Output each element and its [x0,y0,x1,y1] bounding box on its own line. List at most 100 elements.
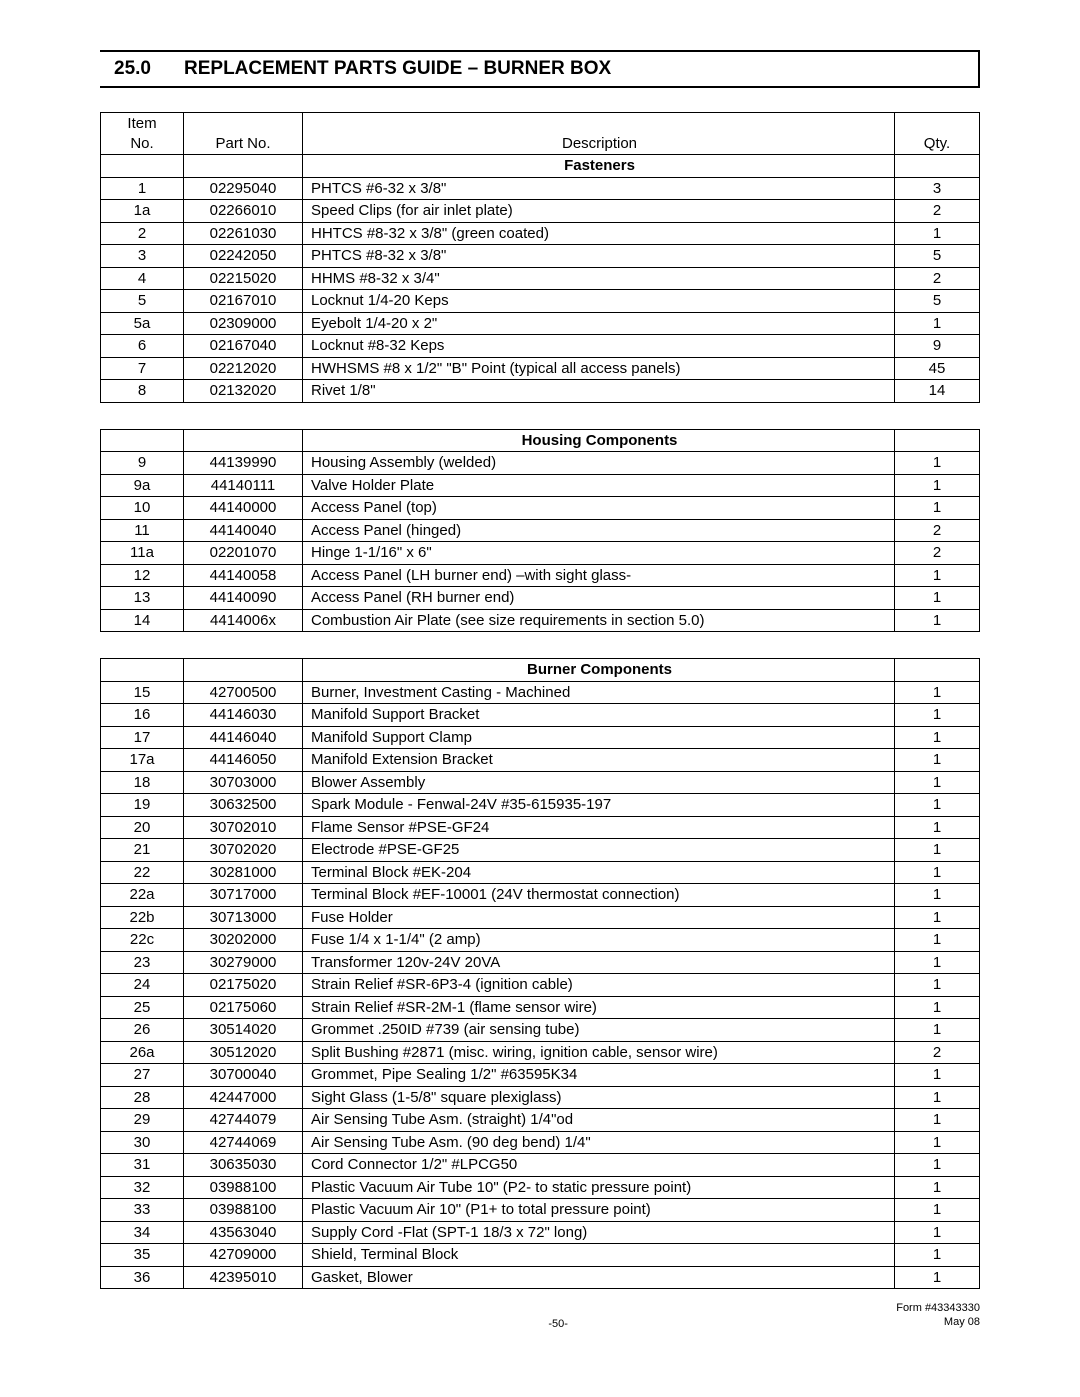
cell-item: 22a [101,884,184,907]
table-row: 11a02201070Hinge 1-1/16" x 6"2 [101,542,980,565]
cell-item: 16 [101,704,184,727]
cell-desc: Strain Relief #SR-2M-1 (flame sensor wir… [303,996,895,1019]
cell-part: 02212020 [184,357,303,380]
cell-item: 13 [101,587,184,610]
cell-item: 33 [101,1199,184,1222]
table-row: 144414006xCombustion Air Plate (see size… [101,609,980,632]
cell-item: 24 [101,974,184,997]
cell-part: 02175060 [184,996,303,1019]
cell-part: 44139990 [184,452,303,475]
table-row: 2402175020Strain Relief #SR-6P3-4 (ignit… [101,974,980,997]
cell-desc: Terminal Block #EF-10001 (24V thermostat… [303,884,895,907]
form-number: Form #43343330 [896,1301,980,1315]
cell-part: 02309000 [184,312,303,335]
cell-item: 15 [101,681,184,704]
cell-part: 4414006x [184,609,303,632]
cell-desc: Eyebolt 1/4-20 x 2" [303,312,895,335]
table-row: 2942744079Air Sensing Tube Asm. (straigh… [101,1109,980,1132]
cell-part: 44146040 [184,726,303,749]
cell-qty: 1 [895,794,980,817]
cell-item: 4 [101,267,184,290]
table-row: 22b30713000Fuse Holder1 [101,906,980,929]
cell-desc: Locknut 1/4-20 Keps [303,290,895,313]
cell-item: 1a [101,200,184,223]
table-row: 2230281000Terminal Block #EK-2041 [101,861,980,884]
cell-desc: Blower Assembly [303,771,895,794]
table-row: 3042744069Air Sensing Tube Asm. (90 deg … [101,1131,980,1154]
section-name: Housing Components [303,429,895,452]
cell-desc: Strain Relief #SR-6P3-4 (ignition cable) [303,974,895,997]
table-row: 1044140000Access Panel (top)1 [101,497,980,520]
table-row: 944139990Housing Assembly (welded)1 [101,452,980,475]
cell-part: 30635030 [184,1154,303,1177]
cell-part: 30702010 [184,816,303,839]
cell-part: 02295040 [184,177,303,200]
cell-part: 30702020 [184,839,303,862]
cell-desc: Hinge 1-1/16" x 6" [303,542,895,565]
cell-qty: 9 [895,335,980,358]
cell-part: 02266010 [184,200,303,223]
cell-qty: 2 [895,542,980,565]
table-cell [895,429,980,452]
cell-part: 02175020 [184,974,303,997]
cell-qty: 2 [895,519,980,542]
table-row: 9a44140111Valve Holder Plate1 [101,474,980,497]
cell-desc: PHTCS #8-32 x 3/8" [303,245,895,268]
cell-desc: Access Panel (RH burner end) [303,587,895,610]
cell-desc: Terminal Block #EK-204 [303,861,895,884]
table-row: 402215020HHMS #8-32 x 3/4"2 [101,267,980,290]
cell-item: 19 [101,794,184,817]
parts-table: Housing Components944139990Housing Assem… [100,429,980,633]
col-header-part: Part No. [184,113,303,155]
cell-item: 22 [101,861,184,884]
cell-qty: 1 [895,1244,980,1267]
cell-qty: 1 [895,1266,980,1289]
table-row: 802132020Rivet 1/8"14 [101,380,980,403]
cell-desc: Manifold Support Clamp [303,726,895,749]
cell-desc: Supply Cord -Flat (SPT-1 18/3 x 72" long… [303,1221,895,1244]
cell-qty: 1 [895,704,980,727]
table-row: 3303988100Plastic Vacuum Air 10" (P1+ to… [101,1199,980,1222]
table-row: 1930632500Spark Module - Fenwal-24V #35-… [101,794,980,817]
table-row: 702212020HWHSMS #8 x 1/2" "B" Point (typ… [101,357,980,380]
cell-part: 30703000 [184,771,303,794]
cell-qty: 5 [895,245,980,268]
cell-item: 21 [101,839,184,862]
cell-part: 30281000 [184,861,303,884]
cell-item: 22b [101,906,184,929]
cell-qty: 1 [895,974,980,997]
cell-desc: Access Panel (LH burner end) –with sight… [303,564,895,587]
cell-qty: 3 [895,177,980,200]
table-row: 5a02309000Eyebolt 1/4-20 x 2"1 [101,312,980,335]
cell-part: 02242050 [184,245,303,268]
cell-desc: Valve Holder Plate [303,474,895,497]
cell-desc: Fuse 1/4 x 1-1/4" (2 amp) [303,929,895,952]
page-footer: -50- Form #43343330 May 08 [100,1301,980,1330]
cell-desc: Split Bushing #2871 (misc. wiring, ignit… [303,1041,895,1064]
cell-part: 44140058 [184,564,303,587]
cell-qty: 2 [895,267,980,290]
cell-item: 36 [101,1266,184,1289]
cell-desc: Locknut #8-32 Keps [303,335,895,358]
table-row: 2630514020Grommet .250ID #739 (air sensi… [101,1019,980,1042]
cell-qty: 1 [895,1131,980,1154]
cell-desc: Access Panel (top) [303,497,895,520]
section-name: Burner Components [303,659,895,682]
cell-desc: Rivet 1/8" [303,380,895,403]
cell-item: 14 [101,609,184,632]
cell-qty: 1 [895,609,980,632]
cell-part: 03988100 [184,1176,303,1199]
table-row: 2502175060Strain Relief #SR-2M-1 (flame … [101,996,980,1019]
cell-qty: 1 [895,861,980,884]
cell-part: 44146030 [184,704,303,727]
cell-qty: 1 [895,1019,980,1042]
cell-qty: 1 [895,929,980,952]
table-row: 26a30512020Split Bushing #2871 (misc. wi… [101,1041,980,1064]
table-row: 1144140040Access Panel (hinged)2 [101,519,980,542]
cell-item: 5a [101,312,184,335]
cell-desc: HHTCS #8-32 x 3/8" (green coated) [303,222,895,245]
table-row: 2730700040Grommet, Pipe Sealing 1/2" #63… [101,1064,980,1087]
cell-item: 7 [101,357,184,380]
cell-desc: HHMS #8-32 x 3/4" [303,267,895,290]
cell-item: 23 [101,951,184,974]
